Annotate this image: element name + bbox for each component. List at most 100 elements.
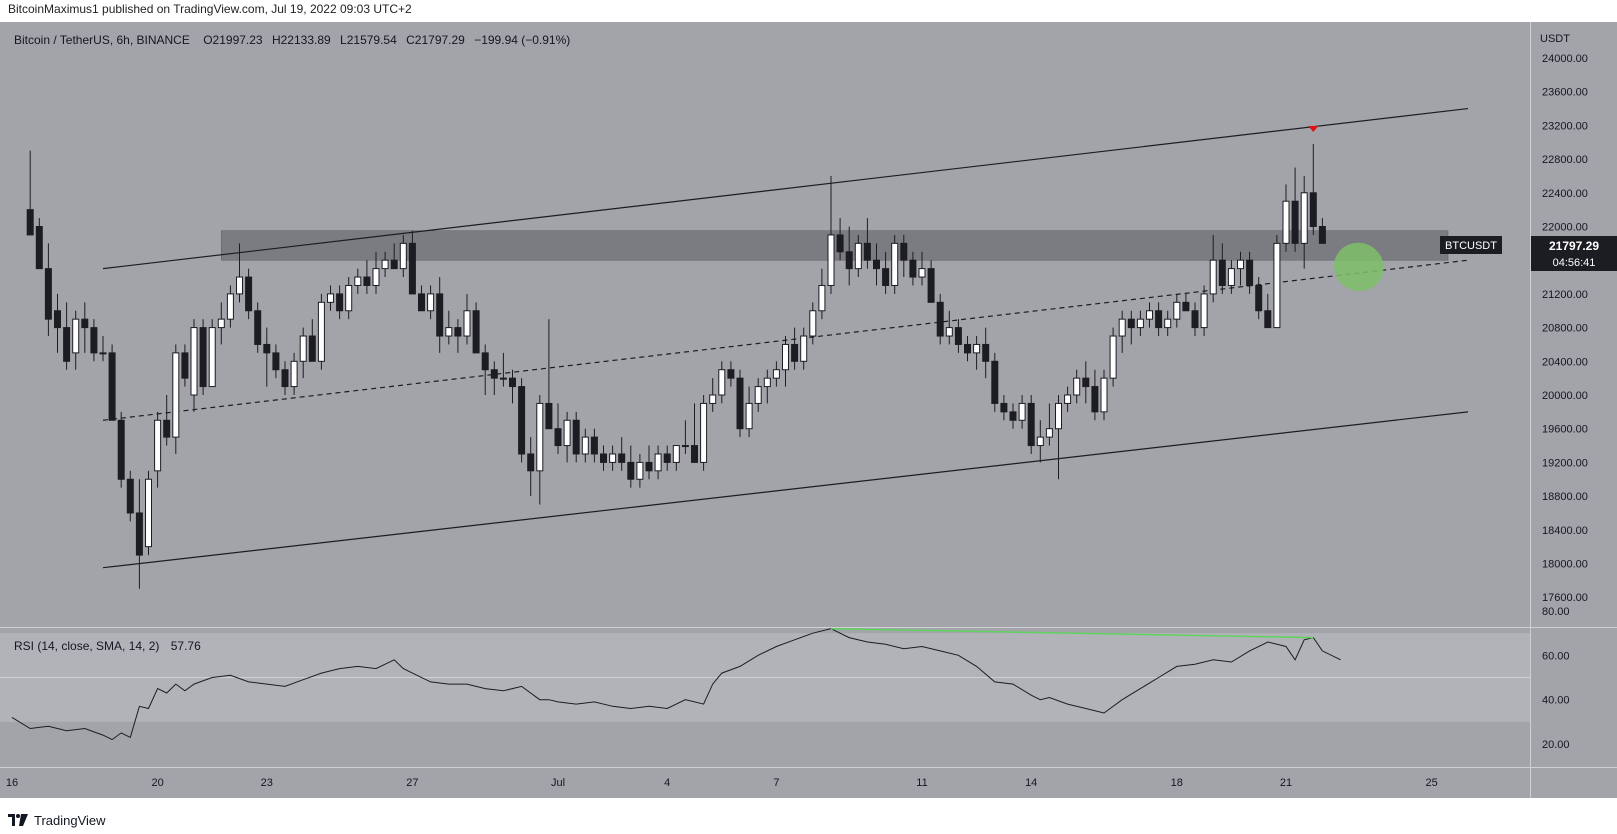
candle-down	[418, 293, 425, 312]
candle-up	[891, 242, 899, 286]
candle-up	[973, 343, 981, 354]
candle-down	[982, 343, 990, 362]
candle-down	[1027, 402, 1035, 447]
candle-down	[1318, 226, 1326, 244]
candle-up	[772, 369, 780, 379]
candle-up	[372, 268, 380, 286]
price-badge[interactable]: BTCUSDT 21797.29 04:56:41	[1440, 236, 1617, 271]
candle-up	[1100, 377, 1108, 413]
badge-symbol-box	[1440, 236, 1502, 254]
candle-up	[1237, 259, 1244, 270]
time-tick-label: 21	[1280, 777, 1292, 789]
candle-down	[1000, 402, 1008, 413]
support-ellipse	[1333, 242, 1384, 292]
candle-down	[472, 310, 480, 354]
time-tick-label: 14	[1025, 777, 1037, 789]
candle-down	[1182, 301, 1190, 312]
legend-change: −199.94 (−0.91%)	[474, 33, 570, 47]
candle-down	[791, 343, 799, 362]
candle-down	[1127, 318, 1135, 329]
candle-up	[945, 327, 953, 337]
badge-symbol: BTCUSDT	[1445, 240, 1497, 252]
candle-down	[863, 242, 871, 261]
candle-down	[254, 310, 262, 345]
tradingview-logo[interactable]: TradingView	[8, 809, 106, 831]
candle-up	[709, 394, 717, 404]
rsi-tick-label: 20.00	[1542, 739, 1570, 751]
candle-down	[490, 369, 498, 379]
candle-up	[208, 327, 216, 388]
candle-up	[1300, 192, 1308, 244]
badge-price: 21797.29	[1549, 239, 1599, 253]
legend-close-value: 21797.29	[415, 33, 465, 47]
candle-down	[618, 453, 626, 463]
rsi-divergence-line	[830, 627, 1314, 639]
candle-down	[308, 335, 316, 362]
candle-down	[836, 234, 844, 253]
top-marker	[1308, 126, 1319, 132]
candle-up	[782, 343, 789, 371]
rsi-tick-label: 60.00	[1542, 650, 1570, 662]
price-tick-label: 21200.00	[1542, 289, 1588, 301]
price-tick-label: 20800.00	[1542, 323, 1588, 335]
candle-up	[672, 445, 680, 463]
candle-down	[845, 251, 853, 270]
legend-open-value: 21997.23	[213, 33, 263, 47]
candle-down	[518, 386, 526, 455]
candle-down	[509, 377, 516, 388]
candle-down	[35, 226, 43, 270]
time-tick-label: 27	[406, 777, 418, 789]
candle-down	[90, 327, 98, 354]
price-tick-label: 20000.00	[1542, 390, 1588, 402]
price-axis-background[interactable]	[1530, 22, 1617, 768]
candle-down	[135, 512, 143, 556]
rsi-tick-label: 40.00	[1542, 695, 1570, 707]
legend-open-label: O	[203, 33, 212, 47]
candle-down	[882, 268, 890, 286]
price-tick-label: 22000.00	[1542, 222, 1588, 234]
candle-up	[581, 436, 589, 455]
candle-down	[54, 310, 61, 329]
price-tick-label: 22400.00	[1542, 188, 1588, 200]
candle-up	[445, 327, 453, 337]
candle-down	[964, 343, 971, 354]
rsi-line	[11, 628, 1341, 741]
candlestick-series	[26, 143, 1326, 589]
price-axis-unit: USDT	[1540, 33, 1570, 45]
candle-down	[645, 461, 653, 472]
resistance-zone-layer	[221, 230, 1449, 261]
candle-up	[754, 386, 762, 404]
candle-up	[327, 293, 334, 303]
candle-up	[609, 453, 617, 463]
candle-up	[1164, 318, 1172, 329]
resistance-zone	[221, 230, 1449, 261]
rsi-axis-ticks: 80.00 60.00 40.00 20.00	[1542, 606, 1570, 751]
candle-up	[1073, 377, 1081, 396]
candle-down	[1264, 310, 1272, 329]
candle-up	[299, 335, 307, 362]
candle-down	[245, 276, 253, 312]
candle-up	[1227, 268, 1235, 286]
candle-up	[72, 318, 80, 354]
time-axis-background[interactable]	[0, 768, 1530, 798]
candle-down	[408, 242, 416, 295]
channel-lower-line	[102, 411, 1469, 569]
candle-up	[463, 310, 471, 337]
candle-up	[317, 301, 325, 362]
badge-countdown: 04:56:41	[1553, 257, 1596, 269]
candle-up	[763, 377, 771, 388]
time-tick-label: 20	[151, 777, 163, 789]
candle-up	[800, 335, 808, 362]
legend-low-label: L	[340, 33, 347, 47]
candle-up	[172, 352, 180, 438]
price-tick-label: 17600.00	[1542, 592, 1588, 604]
tradingview-logo-icon	[8, 814, 28, 826]
candle-up	[681, 445, 689, 448]
channel-upper-line	[102, 107, 1469, 270]
candle-up	[499, 377, 507, 380]
price-tick-label: 19600.00	[1542, 424, 1588, 436]
candle-up	[217, 318, 225, 329]
candle-down	[572, 419, 580, 455]
candle-down	[663, 453, 671, 463]
